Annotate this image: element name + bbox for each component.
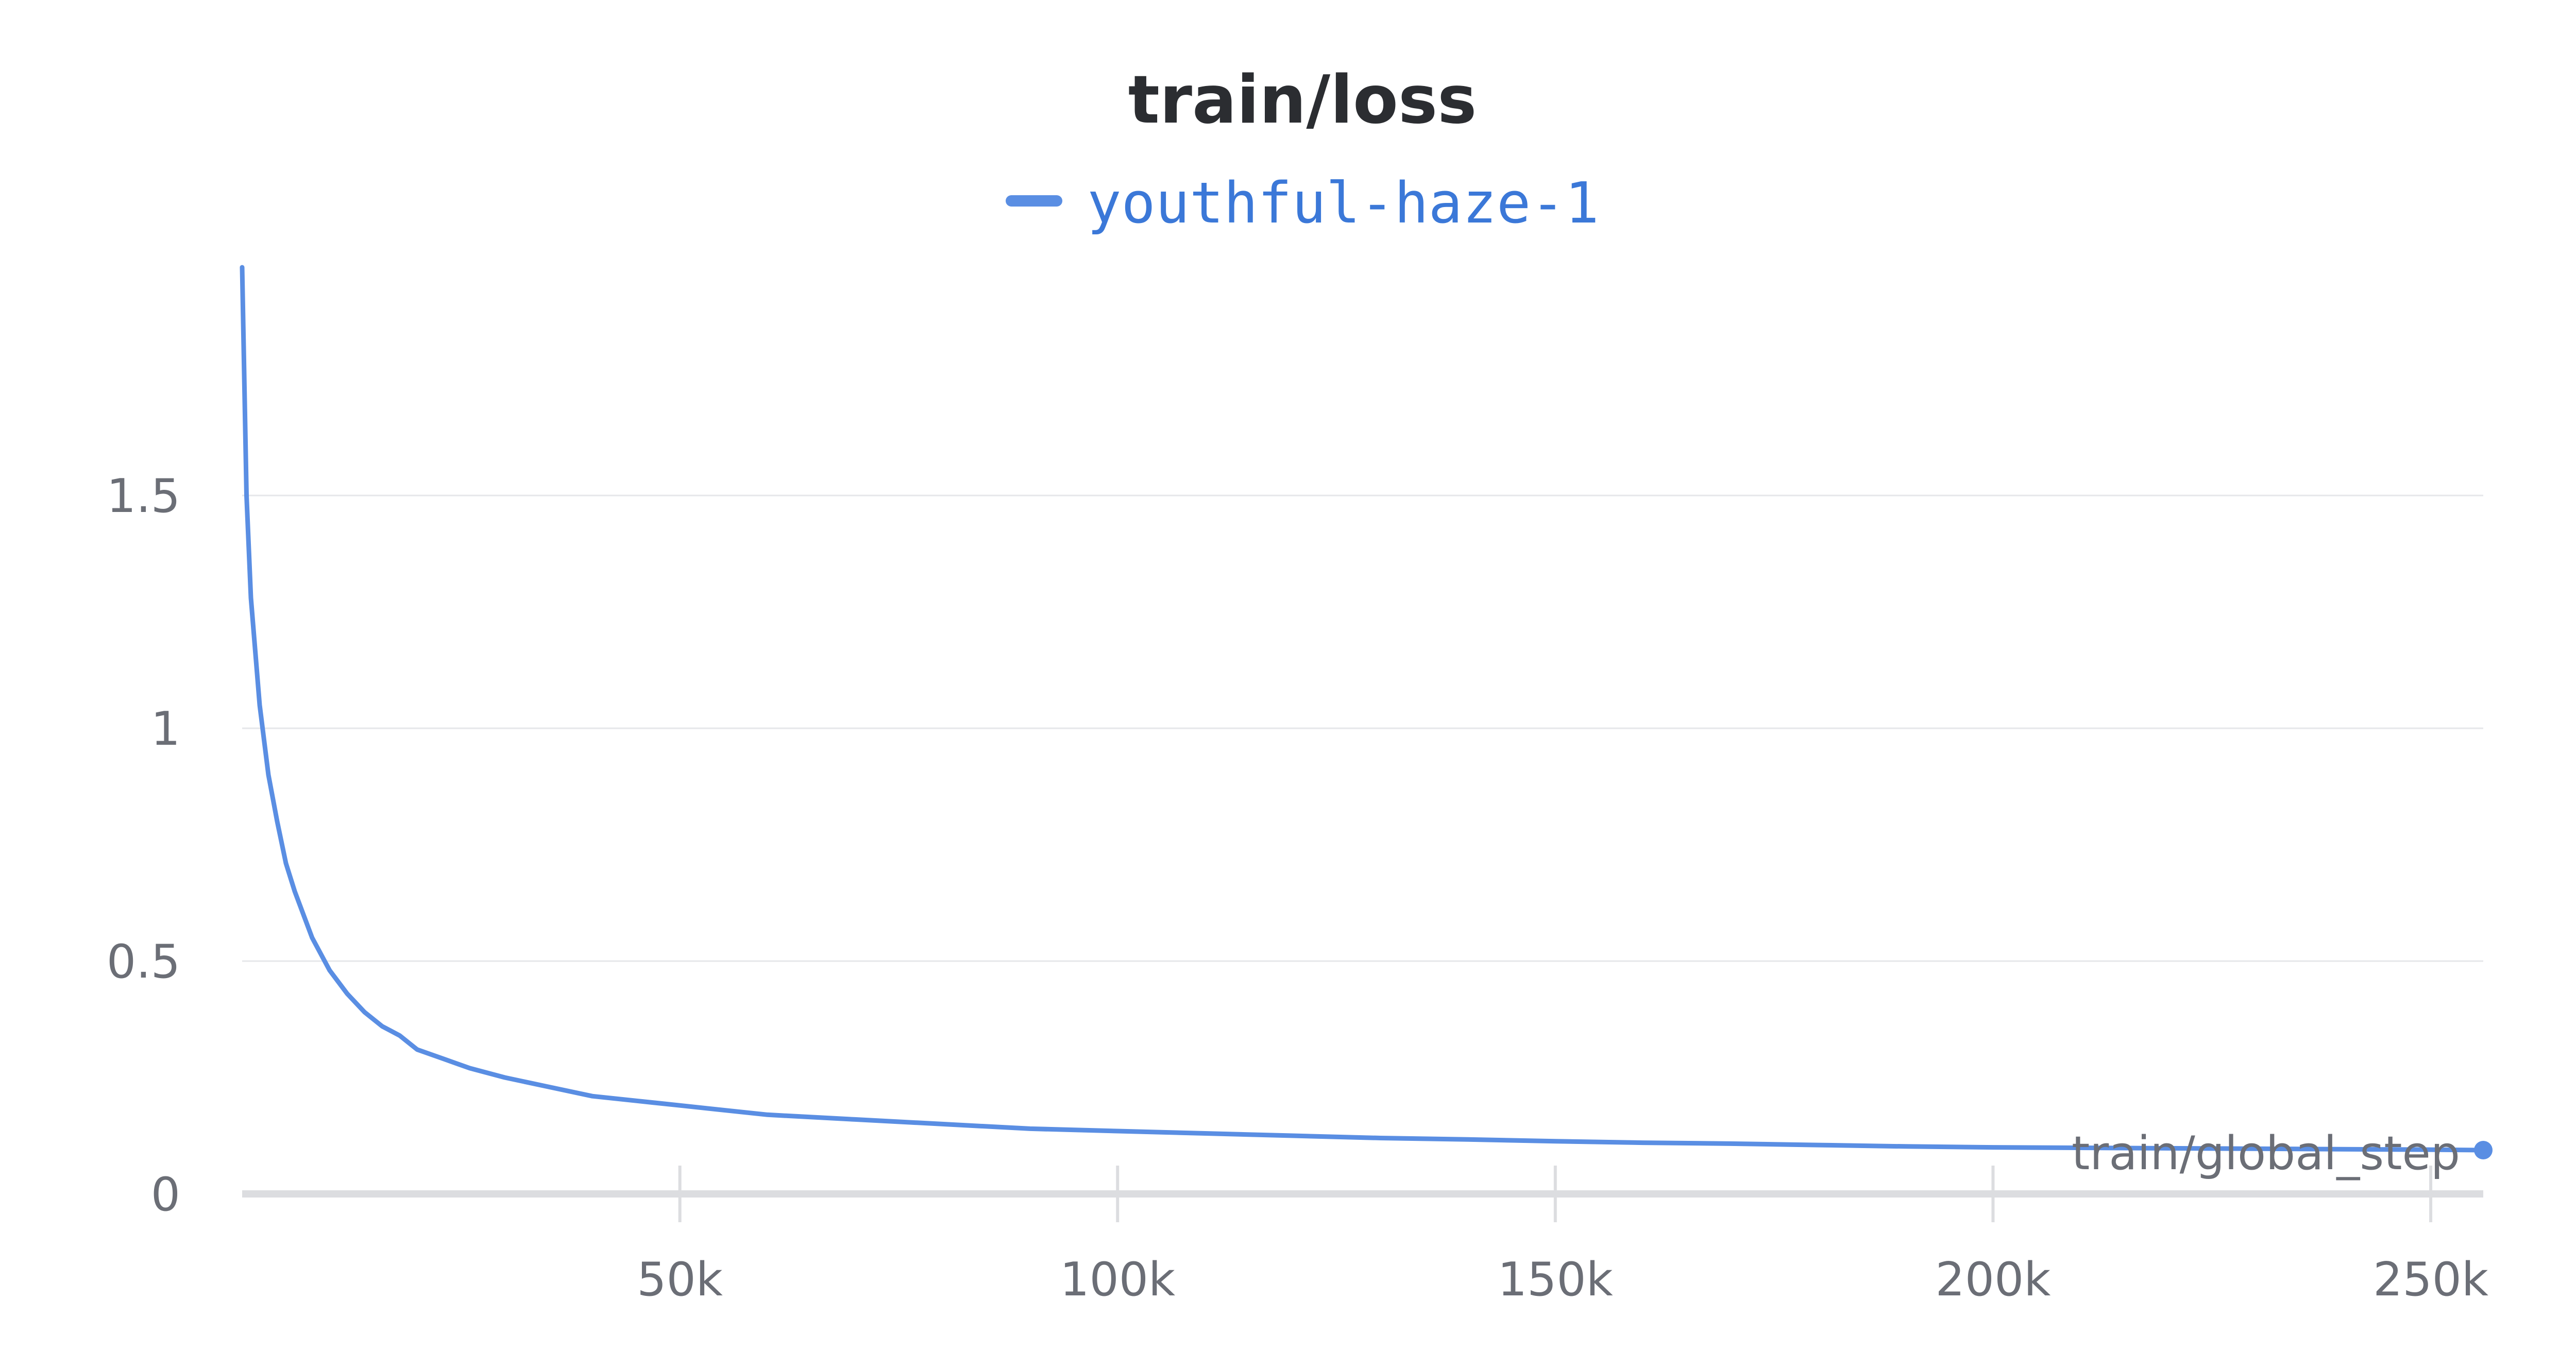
x-tick-label: 150k — [1498, 1253, 1613, 1307]
x-tick-label: 100k — [1060, 1253, 1175, 1307]
y-tick-label: 1 — [151, 702, 180, 756]
x-axis: 50k 100k 150k 200k 250k — [242, 1166, 2488, 1307]
grid-lines — [242, 494, 2483, 962]
series-line-youthful-haze-1[interactable] — [240, 265, 2486, 1153]
legend-swatch-youthful-haze-1 — [1006, 195, 1063, 207]
x-tick-label: 250k — [2373, 1253, 2488, 1307]
legend-label-youthful-haze-1: youthful-haze-1 — [1087, 170, 1599, 236]
y-tick-label: 0.5 — [107, 935, 180, 989]
x-tick-label: 200k — [1935, 1253, 2050, 1307]
chart-title: train/loss — [1128, 62, 1477, 139]
legend[interactable]: youthful-haze-1 — [0, 170, 2576, 236]
series-end-point[interactable] — [2474, 1141, 2493, 1160]
series-layer — [240, 265, 2493, 1160]
y-axis: 0 0.5 1 1.5 — [107, 469, 180, 1222]
x-axis-label: train/global_step — [2072, 1126, 2460, 1181]
y-tick-label: 1.5 — [107, 469, 180, 523]
y-tick-label: 0 — [151, 1168, 180, 1222]
x-tick-label: 50k — [637, 1253, 723, 1307]
